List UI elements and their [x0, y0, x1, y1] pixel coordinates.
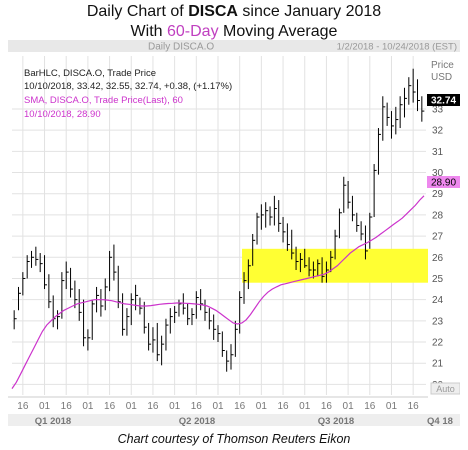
title-line-2: With 60-Day Moving Average — [0, 22, 468, 42]
title-prefix: Daily Chart of — [86, 3, 189, 20]
y-tick-label: 27 — [432, 232, 444, 243]
x-tick-label: 01 — [126, 401, 138, 412]
x-tick-label: 16 — [321, 401, 333, 412]
legend-ohlc-label: BarHLC, DISCA.O, Trade Price — [24, 68, 156, 79]
y-tick-label: 26 — [432, 253, 444, 264]
x-tick-label: 01 — [256, 401, 268, 412]
subtitle-prefix: With — [130, 23, 167, 40]
header-date-range: 1/2/2018 - 10/24/2018 (EST) — [337, 42, 457, 53]
x-tick-label: 16 — [17, 401, 29, 412]
legend-ohlc-values: 10/10/2018, 33.42, 32.55, 32.74, +0.38, … — [24, 81, 232, 92]
y-tick-label: 33 — [432, 104, 444, 115]
title-ticker: DISCA — [188, 3, 238, 20]
x-axis-ticks: 16 01 16 01 16 01 16 01 16 01 16 01 16 01 16 01 16 01 16 — [17, 401, 419, 412]
x-tick-label: 01 — [386, 401, 398, 412]
x-tick-label: 16 — [61, 401, 73, 412]
sma-line — [11, 195, 425, 389]
quarter-bar — [8, 414, 460, 426]
y-tick-label: 30 — [432, 168, 444, 179]
x-tick-label: 16 — [191, 401, 203, 412]
x-tick-label: 16 — [234, 401, 246, 412]
sma-price-tag: 28.90 — [431, 178, 456, 189]
x-tick-label: 16 — [408, 401, 420, 412]
x-tick-label: 16 — [277, 401, 289, 412]
quarter-labels: Q1 2018 Q2 2018 Q3 2018 Q4 18 — [35, 416, 453, 427]
x-tick-label: 16 — [364, 401, 376, 412]
title-suffix: since January 2018 — [237, 3, 382, 20]
legend-sma-values: 10/10/2018, 28.90 — [24, 109, 101, 120]
chart-area: Daily DISCA.O 1/2/2018 - 10/24/2018 (EST… — [8, 40, 461, 428]
sma-price-tag-bg — [427, 176, 460, 188]
chart-legend: BarHLC, DISCA.O, Trade Price 10/10/2018,… — [24, 68, 232, 120]
subtitle-suffix: Moving Average — [218, 23, 338, 40]
quarter-label: Q3 2018 — [318, 416, 354, 427]
price-chart: Daily DISCA.O 1/2/2018 - 10/24/2018 (EST… — [8, 40, 461, 427]
title-line-1: Daily Chart of DISCA since January 2018 — [0, 2, 468, 22]
y-axis-ticks: 2021222324252627282930313233 — [432, 104, 444, 390]
auto-scale-label: Auto — [436, 384, 455, 394]
y-tick-label: 32 — [432, 126, 444, 137]
chart-title: Daily Chart of DISCA since January 2018 … — [0, 2, 468, 42]
x-tick-label: 01 — [299, 401, 311, 412]
price-axis-units: Price — [431, 60, 454, 71]
last-price-tag: 32.74 — [431, 96, 456, 107]
price-axis-currency: USD — [431, 72, 452, 83]
y-tick-label: 24 — [432, 295, 444, 306]
price-bars — [13, 68, 425, 372]
quarter-label: Q1 2018 — [35, 416, 71, 427]
x-tick-label: 01 — [343, 401, 355, 412]
x-tick-label: 01 — [39, 401, 51, 412]
grid — [12, 56, 426, 395]
header-chart-name: Daily DISCA.O — [148, 42, 214, 53]
subtitle-highlight: 60-Day — [166, 23, 219, 40]
chart-credit: Chart courtesy of Thomson Reuters Eikon — [117, 432, 351, 446]
y-tick-label: 29 — [432, 189, 444, 200]
y-tick-label: 31 — [432, 147, 444, 158]
y-tick-label: 23 — [432, 316, 444, 327]
quarter-label: Q4 18 — [427, 416, 453, 427]
last-price-tag-bg — [427, 94, 460, 106]
x-tick-label: 16 — [104, 401, 116, 412]
header-bar — [8, 40, 460, 52]
x-tick-label: 01 — [82, 401, 94, 412]
quarter-label: Q2 2018 — [179, 416, 215, 427]
legend-sma-label: SMA, DISCA.O, Trade Price(Last), 60 — [24, 95, 183, 106]
y-tick-label: 22 — [432, 338, 444, 349]
x-tick-label: 16 — [147, 401, 159, 412]
y-tick-label: 28 — [432, 210, 444, 221]
x-tick-label: 01 — [212, 401, 224, 412]
y-tick-label: 21 — [432, 359, 444, 370]
x-tick-label: 01 — [169, 401, 181, 412]
y-tick-label: 25 — [432, 274, 444, 285]
